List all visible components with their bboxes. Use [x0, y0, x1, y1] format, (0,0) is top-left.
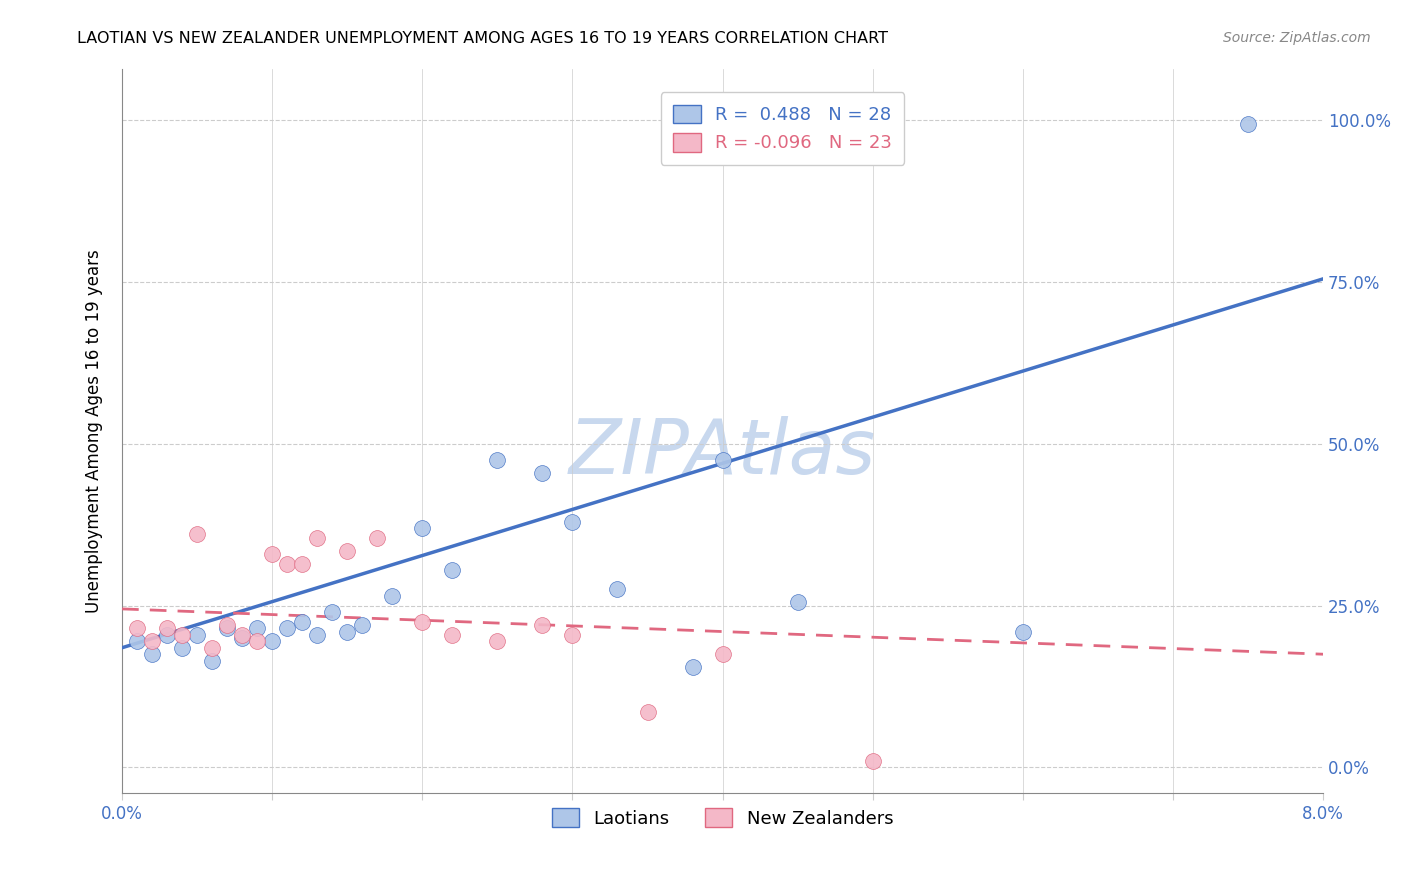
Point	[156, 628, 179, 642]
Y-axis label: Unemployment Among Ages 16 to 19 years: Unemployment Among Ages 16 to 19 years	[86, 249, 103, 613]
Point	[201, 640, 224, 655]
Point	[711, 647, 734, 661]
Point	[231, 631, 253, 645]
Point	[141, 647, 163, 661]
Point	[606, 582, 628, 597]
Point	[531, 466, 554, 480]
Point	[531, 618, 554, 632]
Point	[172, 628, 194, 642]
Point	[352, 618, 374, 632]
Point	[336, 624, 359, 639]
Point	[307, 628, 329, 642]
Point	[262, 634, 284, 648]
Point	[172, 640, 194, 655]
Point	[381, 589, 404, 603]
Point	[231, 628, 253, 642]
Point	[711, 453, 734, 467]
Text: Source: ZipAtlas.com: Source: ZipAtlas.com	[1223, 31, 1371, 45]
Text: ZIPAtlas: ZIPAtlas	[569, 416, 876, 490]
Point	[246, 621, 269, 635]
Point	[682, 660, 704, 674]
Point	[321, 605, 343, 619]
Point	[217, 621, 239, 635]
Point	[291, 557, 314, 571]
Point	[366, 531, 388, 545]
Point	[336, 543, 359, 558]
Point	[246, 634, 269, 648]
Legend: Laotians, New Zealanders: Laotians, New Zealanders	[544, 801, 901, 835]
Point	[201, 654, 224, 668]
Point	[486, 453, 509, 467]
Point	[186, 628, 208, 642]
Text: LAOTIAN VS NEW ZEALANDER UNEMPLOYMENT AMONG AGES 16 TO 19 YEARS CORRELATION CHAR: LAOTIAN VS NEW ZEALANDER UNEMPLOYMENT AM…	[77, 31, 889, 46]
Point	[561, 515, 583, 529]
Point	[862, 754, 884, 768]
Point	[1237, 116, 1260, 130]
Point	[141, 634, 163, 648]
Point	[276, 557, 298, 571]
Point	[125, 634, 148, 648]
Point	[156, 621, 179, 635]
Point	[486, 634, 509, 648]
Point	[262, 547, 284, 561]
Point	[217, 618, 239, 632]
Point	[411, 615, 433, 629]
Point	[291, 615, 314, 629]
Point	[307, 531, 329, 545]
Point	[186, 527, 208, 541]
Point	[786, 595, 808, 609]
Point	[125, 621, 148, 635]
Point	[441, 628, 464, 642]
Point	[411, 521, 433, 535]
Point	[276, 621, 298, 635]
Point	[1012, 624, 1035, 639]
Point	[441, 563, 464, 577]
Point	[637, 706, 659, 720]
Point	[561, 628, 583, 642]
